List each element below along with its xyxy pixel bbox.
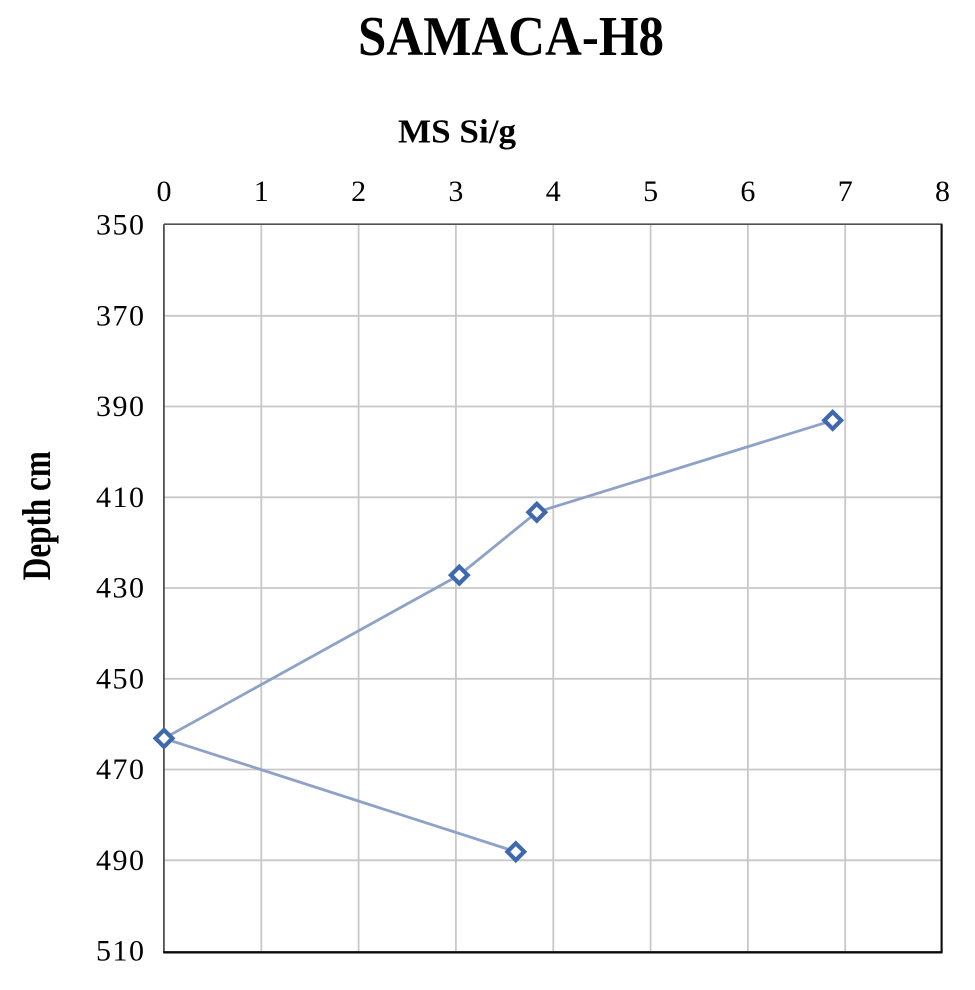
svg-text:7: 7 bbox=[838, 175, 853, 208]
svg-text:5: 5 bbox=[643, 175, 658, 208]
svg-text:490: 490 bbox=[96, 844, 146, 877]
svg-text:2: 2 bbox=[351, 175, 366, 208]
svg-text:430: 430 bbox=[96, 572, 146, 605]
svg-text:6: 6 bbox=[740, 175, 755, 208]
svg-text:SAMACA-H8: SAMACA-H8 bbox=[358, 6, 664, 68]
svg-text:8: 8 bbox=[935, 175, 950, 208]
svg-text:370: 370 bbox=[96, 300, 146, 333]
svg-text:0: 0 bbox=[157, 175, 172, 208]
svg-text:450: 450 bbox=[96, 663, 146, 696]
svg-text:510: 510 bbox=[96, 935, 146, 968]
svg-text:Depth cm: Depth cm bbox=[14, 451, 59, 580]
svg-text:350: 350 bbox=[96, 209, 146, 242]
svg-text:4: 4 bbox=[546, 175, 561, 208]
svg-text:470: 470 bbox=[96, 753, 146, 786]
svg-text:3: 3 bbox=[448, 175, 463, 208]
svg-text:390: 390 bbox=[96, 390, 146, 423]
svg-text:MS Si/g: MS Si/g bbox=[398, 114, 516, 151]
svg-text:410: 410 bbox=[96, 481, 146, 514]
svg-text:1: 1 bbox=[254, 175, 269, 208]
